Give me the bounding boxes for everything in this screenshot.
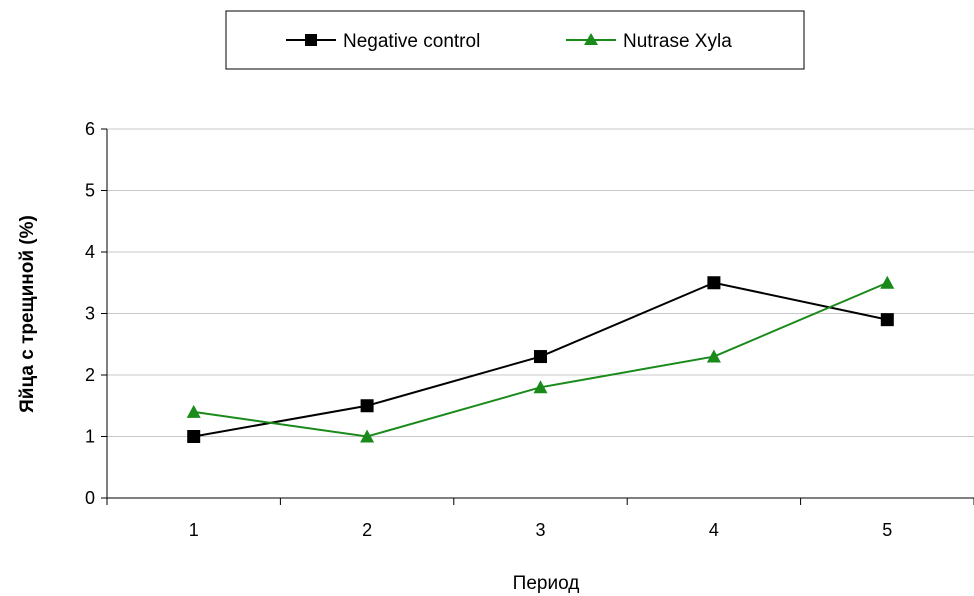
gridlines	[107, 128, 974, 437]
y-axis-ticks: 0 1 2 3 4 5 6	[85, 119, 107, 508]
data-point-triangle	[186, 404, 201, 418]
x-tick-label: 4	[709, 520, 719, 540]
y-axis-title: Яйца с трещиной (%)	[17, 215, 38, 413]
x-tick-label: 3	[535, 520, 545, 540]
data-point-triangle	[360, 429, 375, 443]
y-tick-label: 3	[85, 304, 95, 324]
data-point-triangle	[706, 349, 721, 363]
x-tick-label: 5	[882, 520, 892, 540]
data-point-square	[187, 430, 201, 443]
legend: Negative control Nutrase Xyla	[225, 10, 805, 70]
y-tick-label: 5	[85, 181, 95, 201]
legend-marker-nutrase-xyla	[584, 33, 598, 45]
y-tick-label: 0	[85, 488, 95, 508]
data-point-square	[880, 313, 894, 327]
data-point-triangle	[880, 275, 895, 289]
x-tick-label: 2	[362, 520, 372, 540]
data-point-square	[707, 276, 721, 290]
y-tick-label: 4	[85, 242, 95, 262]
y-tick-label: 1	[85, 427, 95, 447]
y-tick-label: 2	[85, 365, 95, 385]
series-group	[186, 275, 895, 443]
x-tick-label: 1	[189, 520, 199, 540]
y-tick-label: 6	[85, 119, 95, 139]
data-point-square	[360, 399, 374, 413]
data-point-square	[534, 350, 547, 364]
x-axis-ticks: 1 2 3 4 5	[106, 498, 974, 540]
legend-marker-negative-control	[305, 34, 317, 46]
data-point-triangle	[533, 380, 548, 394]
legend-label-nutrase-xyla: Nutrase Xyla	[623, 31, 732, 52]
x-axis-title: Период	[513, 573, 580, 594]
legend-label-negative-control: Negative control	[343, 31, 480, 52]
